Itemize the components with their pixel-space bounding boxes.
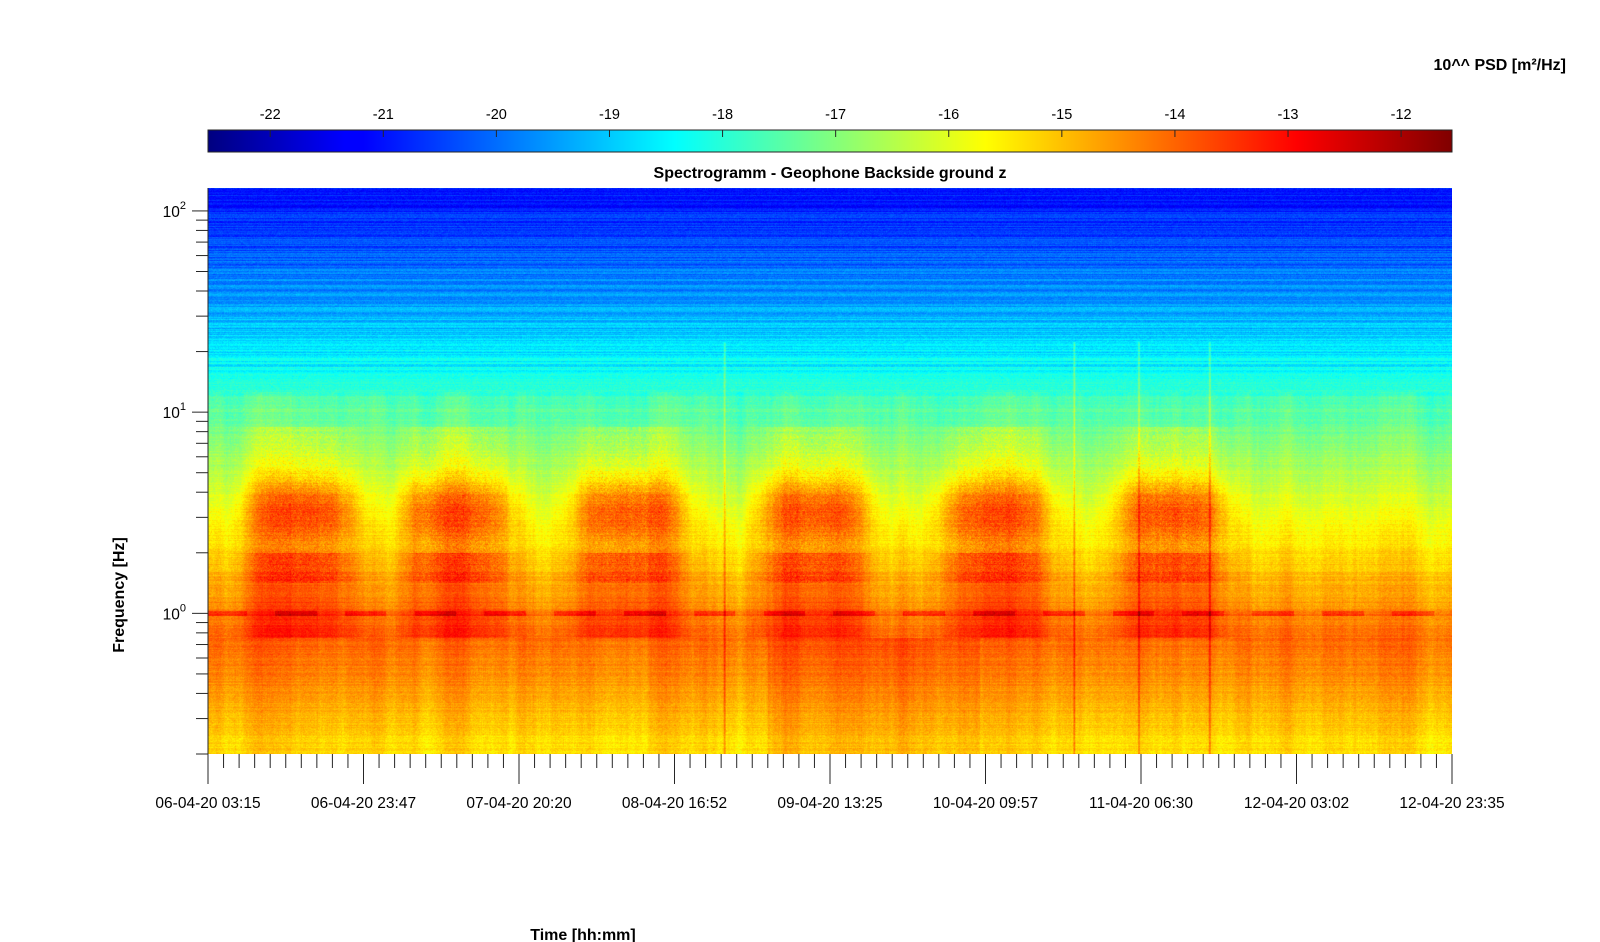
colorbar-tick-label: -15 (1051, 107, 1072, 123)
colorbar-tick-label: -20 (486, 107, 507, 123)
colorbar-tick-label: -12 (1391, 107, 1412, 123)
colorbar-tick-label: -22 (260, 107, 281, 123)
x-tick-label: 09-04-20 13:25 (777, 795, 882, 812)
y-tick-label: 102 (163, 200, 186, 221)
x-tick-label: 07-04-20 20:20 (466, 795, 572, 812)
colorbar (207, 129, 1453, 153)
y-axis: 100 101 102 (163, 188, 209, 755)
colorbar-tick-label: -16 (938, 107, 959, 123)
x-tick-label: 06-04-20 03:15 (155, 795, 260, 812)
colorbar-tick-label: -14 (1164, 107, 1185, 123)
x-axis: 06-04-20 03:15 06-04-20 23:47 07-04-20 20:… (155, 754, 1505, 812)
chart-title: Spectrogramm - Geophone Backside ground … (654, 165, 1007, 182)
x-tick-label: 12-04-20 23:35 (1399, 795, 1504, 812)
x-tick-label: 11-04-20 06:30 (1089, 795, 1193, 812)
colorbar-tick-label: -19 (599, 107, 620, 123)
y-tick-label: 101 (163, 401, 186, 422)
colorbar-tick-label: -17 (825, 107, 846, 123)
colorbar-tick-label: -13 (1278, 107, 1299, 123)
x-tick-label: 08-04-20 16:52 (622, 795, 727, 812)
colorbar-ticks: -22 -21 -20 -19 -18 -17 -16 -15 -14 -13 -12 (260, 107, 1412, 137)
colorbar-label: 10^^ PSD [m²/Hz] (1434, 57, 1566, 74)
colorbar-tick-label: -21 (373, 107, 394, 123)
spectrogram-canvas (208, 188, 1452, 754)
x-tick-label: 10-04-20 09:57 (933, 795, 1038, 812)
y-axis-label: Frequency [Hz] (111, 537, 128, 653)
x-axis-label: Time [hh:mm] (530, 927, 635, 942)
x-tick-label: 06-04-20 23:47 (311, 795, 416, 812)
x-tick-label: 12-04-20 03:02 (1244, 795, 1349, 812)
spectrogram-heatmap (208, 188, 1452, 754)
colorbar-tick-label: -18 (712, 107, 733, 123)
y-tick-label: 100 (163, 602, 186, 623)
